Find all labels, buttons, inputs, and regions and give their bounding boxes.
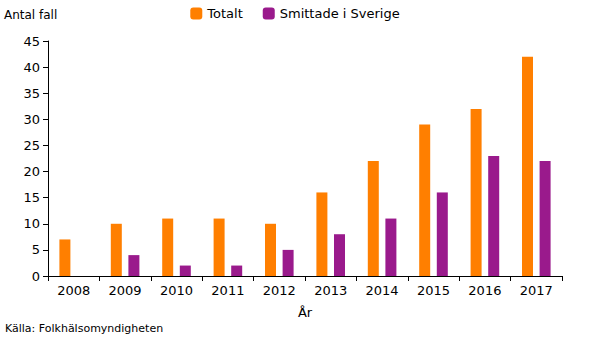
svg-text:45: 45: [23, 34, 40, 49]
svg-text:Källa: Folkhälsomyndigheten: Källa: Folkhälsomyndigheten: [5, 322, 163, 335]
svg-text:2012: 2012: [263, 283, 296, 298]
svg-text:2016: 2016: [468, 283, 501, 298]
svg-text:2017: 2017: [520, 283, 553, 298]
svg-text:20: 20: [23, 164, 40, 179]
svg-text:År: År: [298, 305, 313, 320]
svg-text:5: 5: [32, 242, 40, 257]
svg-text:2014: 2014: [366, 283, 399, 298]
svg-text:Smittade i Sverige: Smittade i Sverige: [280, 6, 400, 21]
svg-text:2011: 2011: [211, 283, 244, 298]
svg-text:25: 25: [23, 138, 40, 153]
svg-text:2010: 2010: [160, 283, 193, 298]
svg-text:0: 0: [32, 269, 40, 284]
svg-text:Totalt: Totalt: [206, 6, 242, 21]
svg-text:2009: 2009: [109, 283, 142, 298]
svg-text:2015: 2015: [417, 283, 450, 298]
svg-text:10: 10: [23, 216, 40, 231]
svg-text:15: 15: [23, 190, 40, 205]
svg-text:30: 30: [23, 112, 40, 127]
svg-text:2013: 2013: [314, 283, 347, 298]
svg-text:40: 40: [23, 60, 40, 75]
svg-text:35: 35: [23, 86, 40, 101]
svg-text:2008: 2008: [57, 283, 90, 298]
svg-text:Antal fall: Antal fall: [4, 8, 57, 22]
